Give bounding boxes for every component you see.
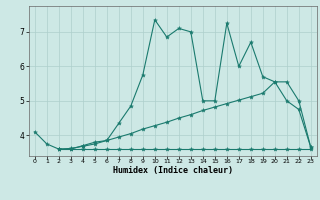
X-axis label: Humidex (Indice chaleur): Humidex (Indice chaleur) [113, 166, 233, 175]
